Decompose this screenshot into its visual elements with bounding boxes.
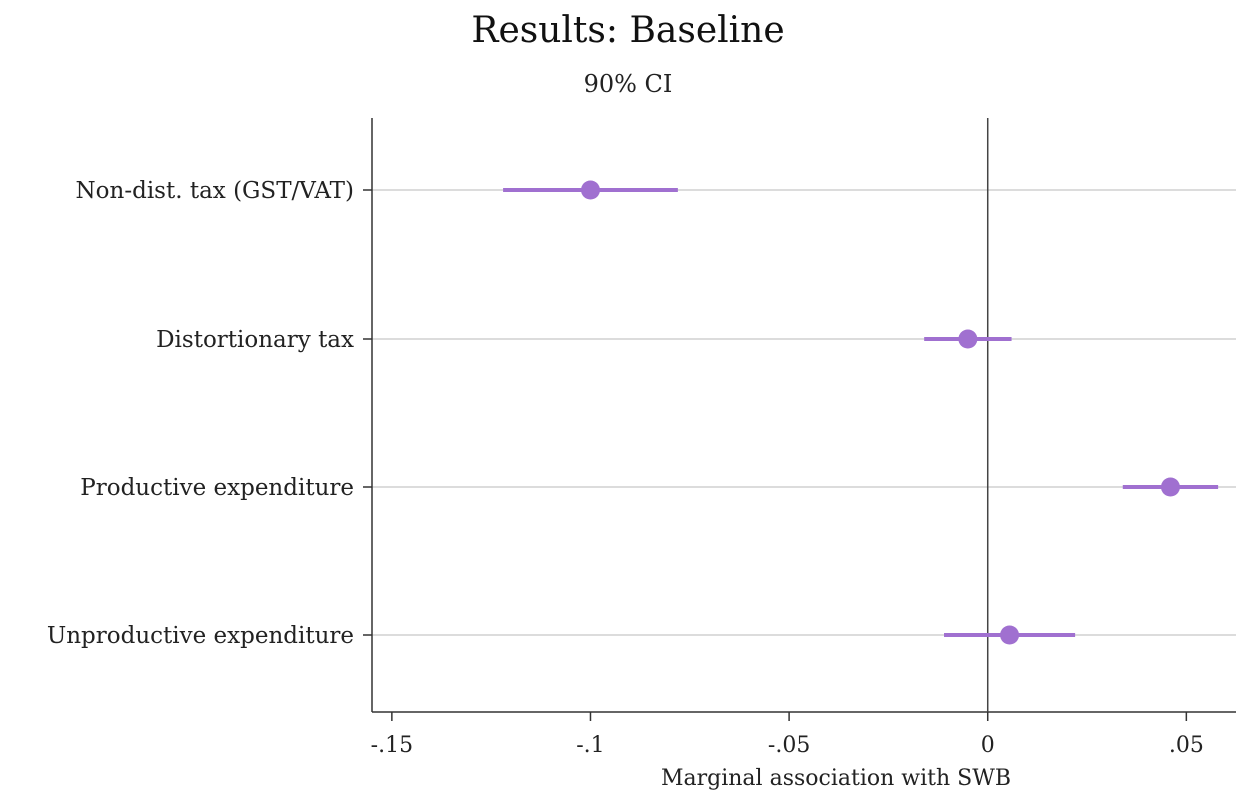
axes xyxy=(371,118,1236,713)
grid-lines xyxy=(372,189,1236,636)
point-estimate xyxy=(1000,625,1020,645)
category-label: Non-dist. tax (GST/VAT) xyxy=(76,178,354,204)
point-estimate xyxy=(580,180,600,200)
category-label: Unproductive expenditure xyxy=(47,623,354,649)
chart-title: Results: Baseline xyxy=(471,10,784,51)
x-tick-label: -.15 xyxy=(371,733,413,758)
x-axis-title: Marginal association with SWB xyxy=(661,766,1011,791)
category-label: Distortionary tax xyxy=(156,327,354,353)
x-tick-label: -.1 xyxy=(576,733,604,758)
x-tick-label: -.05 xyxy=(768,733,810,758)
x-tick-label: 0 xyxy=(981,733,995,758)
chart-subtitle: 90% CI xyxy=(584,70,673,98)
point-estimate xyxy=(958,329,978,349)
x-tick-label: .05 xyxy=(1169,733,1204,758)
category-labels: Non-dist. tax (GST/VAT) Distortionary tax… xyxy=(47,178,372,649)
x-axis-ticks: -.15 -.1 -.05 0 .05 xyxy=(371,712,1204,758)
point-estimate xyxy=(1160,477,1180,497)
category-label: Productive expenditure xyxy=(80,475,354,501)
estimate-marks xyxy=(503,180,1219,645)
